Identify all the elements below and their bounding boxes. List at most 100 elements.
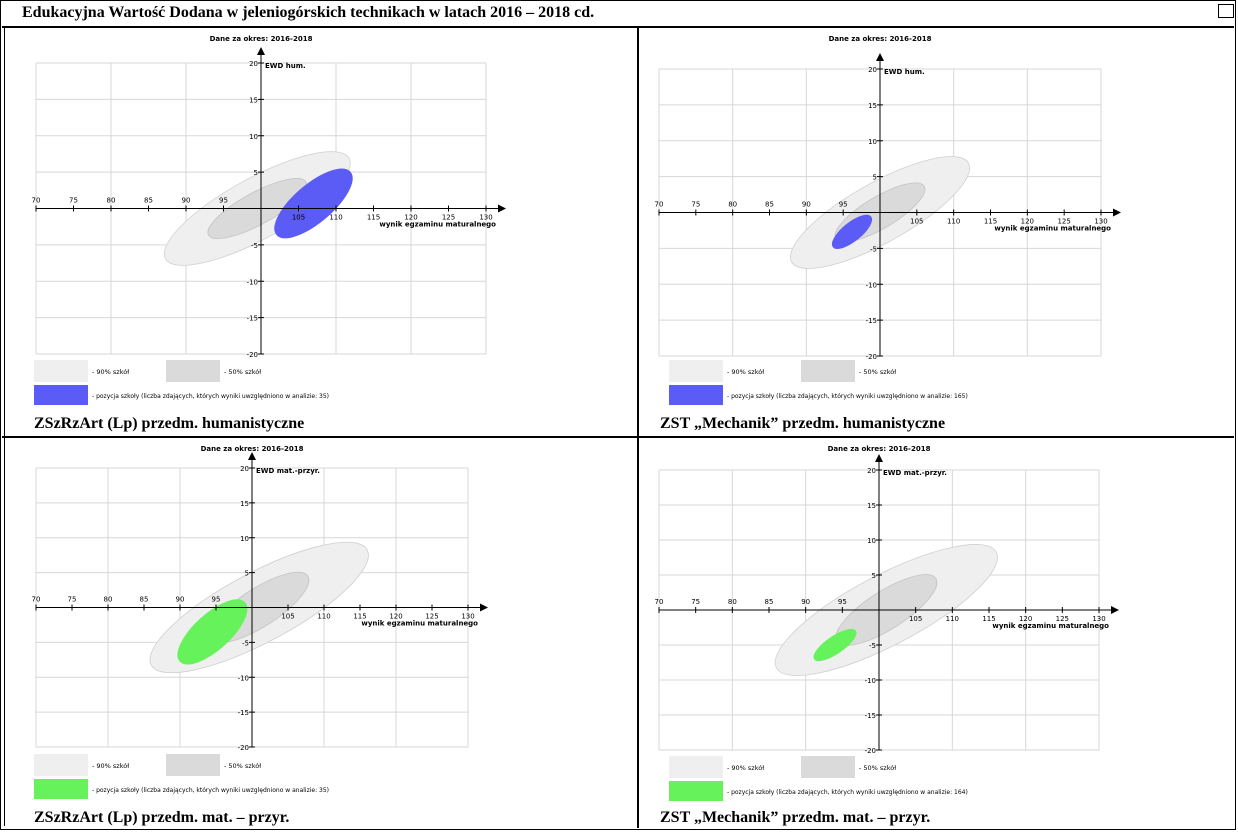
legend-label-50: - 50% szkół (224, 368, 261, 376)
legend-label-school: - pozycja szkoły (liczba zdających, któr… (727, 789, 968, 796)
chart-title: Dane za okres: 2016-2018 (210, 35, 313, 43)
x-tick-label: 110 (329, 214, 342, 222)
y-tick-label: -15 (238, 709, 249, 717)
y-tick-label: 5 (872, 572, 876, 580)
x-tick-label: 90 (801, 598, 810, 606)
x-axis-label: wynik egzaminu maturalnego (379, 221, 496, 229)
legend-label-school: - pozycja szkoły (liczba zdających, któr… (92, 393, 329, 400)
legend-swatch-90 (669, 360, 723, 382)
x-tick-label: 85 (144, 197, 153, 205)
x-tick-label: 110 (947, 218, 960, 226)
x-tick-label: 120 (404, 214, 417, 222)
x-axis-arrow-icon (498, 204, 506, 213)
ellipse-school-position (831, 214, 873, 249)
x-tick-label: 95 (838, 598, 847, 606)
legend-label-50: - 50% szkół (224, 762, 261, 770)
x-tick-label: 75 (68, 596, 77, 604)
y-tick-label: 20 (867, 467, 876, 475)
y-tick-label: 20 (240, 465, 249, 473)
y-tick-label: 10 (867, 537, 876, 545)
y-tick-label: -10 (865, 677, 876, 685)
x-tick-label: 110 (317, 613, 330, 621)
y-tick-label: 15 (867, 502, 876, 510)
x-tick-label: 95 (219, 197, 228, 205)
x-tick-label: 90 (182, 197, 191, 205)
y-tick-label: 5 (254, 169, 258, 177)
legend-swatch-school (669, 781, 723, 801)
x-tick-label: 105 (909, 615, 922, 623)
legend-label-90: - 90% szkół (92, 368, 129, 376)
y-tick-label: 20 (868, 66, 877, 74)
y-tick-label: 10 (240, 535, 249, 543)
y-axis-label: EWD hum. (884, 68, 925, 76)
legend-swatch-90 (669, 756, 723, 778)
legend-label-school: - pozycja szkoły (liczba zdających, któr… (92, 787, 329, 794)
x-tick-label: 105 (281, 613, 294, 621)
y-axis-label: EWD mat.-przyr. (256, 467, 320, 475)
frame-left-inner-line (4, 26, 5, 826)
legend-swatch-school (34, 779, 88, 799)
x-tick-label: 85 (765, 201, 774, 209)
x-tick-label: 125 (425, 613, 438, 621)
x-tick-label: 105 (292, 214, 305, 222)
x-tick-label: 70 (655, 201, 664, 209)
legend-swatch-90 (34, 754, 88, 776)
ellipse-school-position (813, 628, 857, 662)
y-tick-label: -20 (247, 351, 258, 359)
y-tick-label: 5 (245, 570, 249, 578)
legend-label-50: - 50% szkół (859, 368, 896, 376)
y-axis-label: EWD hum. (265, 62, 306, 70)
x-axis-label: wynik egzaminu maturalnego (994, 225, 1111, 233)
legend-label-90: - 90% szkół (727, 368, 764, 376)
legend-swatch-50 (166, 360, 220, 382)
y-axis-arrow-icon (876, 53, 884, 61)
legend-swatch-90 (34, 360, 88, 382)
x-tick-label: 115 (353, 613, 366, 621)
y-axis-arrow-icon (248, 452, 256, 460)
x-tick-label: 90 (802, 201, 811, 209)
legend-label-90: - 90% szkół (92, 762, 129, 770)
legend-label-50: - 50% szkół (859, 764, 896, 772)
ellipse-school-position (274, 168, 353, 239)
x-tick-label: 115 (367, 214, 380, 222)
legend-swatch-50 (801, 360, 855, 382)
y-axis-arrow-icon (257, 47, 265, 55)
x-tick-label: 125 (1057, 218, 1070, 226)
y-tick-label: 10 (868, 138, 877, 146)
ellipse-school-position (177, 599, 248, 665)
x-tick-label: 75 (69, 197, 78, 205)
legend-swatch-school (34, 385, 88, 405)
y-tick-label: 10 (249, 133, 258, 141)
x-tick-label: 80 (107, 197, 116, 205)
frame-corner-top-right (1218, 4, 1234, 18)
chart-title: Dane za okres: 2016-2018 (829, 35, 932, 43)
x-tick-label: 125 (442, 214, 455, 222)
x-tick-label: 90 (176, 596, 185, 604)
x-tick-label: 70 (32, 197, 41, 205)
x-tick-label: 95 (839, 201, 848, 209)
x-tick-label: 130 (1094, 218, 1107, 226)
y-tick-label: -5 (242, 639, 249, 647)
legend-label-school: - pozycja szkoły (liczba zdających, któr… (727, 393, 968, 400)
x-tick-label: 80 (728, 201, 737, 209)
y-tick-label: 15 (868, 102, 877, 110)
legend-label-90: - 90% szkół (727, 764, 764, 772)
y-tick-label: -15 (866, 317, 877, 325)
divider-title (2, 26, 1234, 28)
y-tick-label: -20 (865, 747, 876, 755)
x-tick-label: 70 (655, 598, 664, 606)
x-tick-label: 95 (212, 596, 221, 604)
chart-title: Dane za okres: 2016-2018 (201, 445, 304, 453)
x-tick-label: 75 (691, 598, 700, 606)
x-tick-label: 130 (1092, 615, 1105, 623)
x-axis-arrow-icon (1113, 208, 1121, 217)
legend-swatch-school (669, 385, 723, 405)
x-tick-label: 115 (984, 218, 997, 226)
caption-panel-3: ZSzRzArt (Lp) przedm. mat. – przyr. (34, 809, 290, 826)
legend-swatch-50 (166, 754, 220, 776)
